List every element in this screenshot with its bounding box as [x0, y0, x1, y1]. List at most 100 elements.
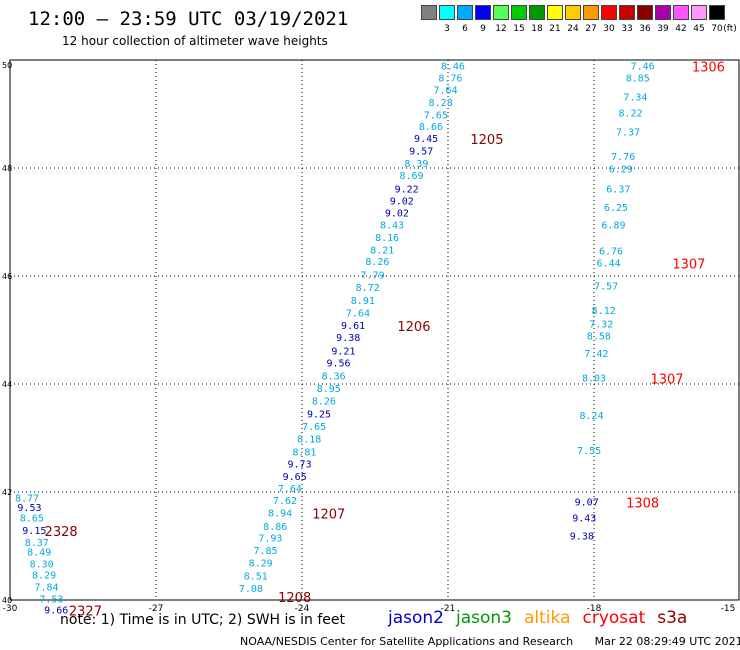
wave-height-value: 6.25 [604, 203, 628, 214]
wave-height-value: 9.02 [385, 209, 409, 220]
wave-height-value: 7.42 [584, 349, 608, 360]
legend-label: 42 [675, 24, 687, 34]
wave-height-value: 8.29 [32, 570, 56, 581]
wave-height-value: 8.66 [419, 122, 443, 133]
wave-height-value: 8.95 [317, 384, 341, 395]
chart-title: 12:00 – 23:59 UTC 03/19/2021 [28, 8, 349, 30]
wave-height-value: 9.56 [326, 359, 350, 370]
legend-swatch [709, 5, 725, 20]
wave-height-value: 6.76 [599, 246, 623, 257]
satellite-altika: altika [524, 608, 571, 628]
legend-label: 24 [567, 24, 579, 34]
wave-height-value: 9.38 [570, 532, 594, 543]
wave-height-value: 8.26 [365, 257, 389, 268]
wave-height-value: 8.77 [15, 494, 39, 505]
legend-swatch [673, 5, 689, 20]
time-label: 2327 [69, 605, 102, 620]
y-tick-label: 46 [2, 272, 12, 281]
legend-swatch [421, 5, 437, 20]
wave-height-value: 8.24 [580, 411, 604, 422]
wave-height-value: 7.76 [611, 152, 635, 163]
wave-height-value: 7.64 [434, 85, 458, 96]
satellite-jason3: jason3 [456, 608, 512, 628]
wave-height-value: 9.66 [44, 606, 68, 617]
legend-label: 33 [621, 24, 633, 34]
legend-swatch [457, 5, 473, 20]
y-tick-label: 44 [2, 380, 12, 389]
chart-subtitle: 12 hour collection of altimeter wave hei… [62, 34, 328, 48]
legend-label: 15 [513, 24, 525, 34]
wave-height-value: 8.76 [438, 74, 462, 85]
wave-height-value: 7.46 [631, 62, 655, 73]
legend-label: 36 [639, 24, 651, 34]
legend-label: 45 [693, 24, 705, 34]
legend-label: 21 [549, 24, 561, 34]
footnote: note: 1) Time is in UTC; 2) SWH is in fe… [60, 612, 346, 628]
wave-height-value: 6.29 [609, 164, 633, 175]
wave-height-value: 9.45 [414, 134, 438, 145]
wave-height-value: 7.64 [346, 309, 370, 320]
wave-height-value: 9.65 [283, 472, 307, 483]
time-label: 1206 [397, 320, 430, 335]
wave-height-value: 7.32 [589, 319, 613, 330]
wave-height-value: 9.38 [336, 333, 360, 344]
wave-height-value: 8.37 [25, 538, 49, 549]
wave-height-value: 7.57 [594, 282, 618, 293]
wave-height-value: 8.49 [27, 548, 51, 559]
wave-height-value: 9.61 [341, 321, 365, 332]
wave-height-value: 7.08 [239, 584, 263, 595]
legend-swatch [601, 5, 617, 20]
time-label: 1207 [312, 507, 345, 522]
time-label: 1205 [470, 133, 503, 148]
wave-height-value: 8.12 [592, 306, 616, 317]
wave-height-value: 7.85 [253, 546, 277, 557]
x-tick-label: -24 [295, 604, 310, 614]
time-label: 1208 [278, 591, 311, 606]
legend-label: 18 [531, 24, 543, 34]
credit-text: NOAA/NESDIS Center for Satellite Applica… [240, 635, 574, 648]
wave-height-value: 9.21 [331, 346, 355, 357]
wave-height-value: 8.36 [322, 372, 346, 383]
time-label: 1307 [650, 372, 683, 387]
satellite-s3a: s3a [657, 608, 688, 628]
legend-swatch [475, 5, 491, 20]
credit-line: NOAA/NESDIS Center for Satellite Applica… [240, 635, 740, 648]
wave-height-value: 8.94 [268, 508, 292, 519]
wave-height-value: 7.53 [39, 595, 63, 606]
wave-height-value: 8.16 [375, 233, 399, 244]
y-tick-label: 42 [2, 488, 12, 497]
wave-height-value: 8.03 [582, 373, 606, 384]
y-tick-label: 48 [2, 164, 12, 173]
wave-height-value: 8.91 [351, 296, 375, 307]
wave-height-value: 7.37 [616, 128, 640, 139]
satellite-jason2: jason2 [388, 608, 444, 628]
wave-height-value: 9.25 [307, 409, 331, 420]
wave-height-value: 6.37 [606, 184, 630, 195]
legend-swatch [493, 5, 509, 20]
credit-date: Mar 22 08:29:49 UTC 2021 [594, 635, 740, 648]
wave-height-value: 7.79 [361, 271, 385, 282]
wave-height-value: 7.65 [302, 422, 326, 433]
legend-swatch [691, 5, 707, 20]
wave-height-value: 8.81 [292, 447, 316, 458]
legend-label: 30 [603, 24, 615, 34]
wave-height-value: 8.43 [380, 220, 404, 231]
legend-label: 3 [444, 24, 450, 34]
wave-height-value: 8.28 [429, 98, 453, 109]
y-tick-label: 40 [2, 596, 12, 605]
wave-height-value: 9.53 [17, 503, 41, 514]
legend-unit: (ft) [723, 24, 737, 34]
wave-height-value: 8.65 [20, 514, 44, 525]
wave-height-value: 9.07 [575, 498, 599, 509]
y-tick-label: 50 [2, 61, 12, 70]
wave-height-value: 7.64 [278, 484, 302, 495]
satellite-cryosat: cryosat [582, 608, 646, 628]
wave-height-value: 7.65 [424, 110, 448, 121]
wave-height-value: 8.58 [587, 332, 611, 343]
x-tick-label: -15 [721, 604, 736, 614]
x-tick-label: -27 [149, 604, 164, 614]
wave-height-value: 8.85 [626, 74, 650, 85]
time-label: 1306 [692, 61, 725, 76]
legend-label: 6 [462, 24, 468, 34]
